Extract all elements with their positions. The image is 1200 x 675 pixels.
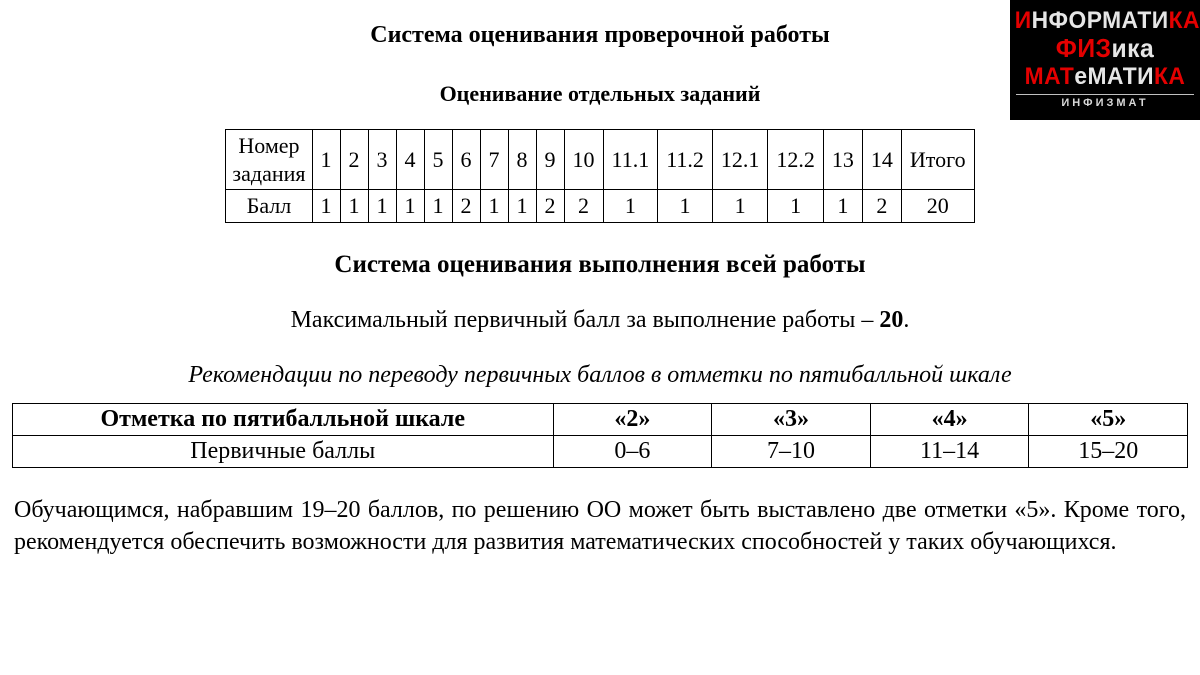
task-total-score: 20 [901, 190, 974, 223]
grade-range: 7–10 [712, 435, 871, 467]
task-num: 3 [368, 130, 396, 190]
table-row: Балл 1 1 1 1 1 2 1 1 2 2 1 1 1 1 1 2 20 [226, 190, 974, 223]
task-num: 10 [564, 130, 603, 190]
logo-row-matematika: МАТеМАТИКА [1015, 64, 1196, 89]
max-prefix: Максимальный первичный балл за выполнени… [291, 307, 880, 333]
task-num: 6 [452, 130, 480, 190]
task-num: 13 [823, 130, 862, 190]
logo-bottom-text: ИНФИЗМАТ [1010, 97, 1200, 109]
task-score: 1 [768, 190, 824, 223]
task-score: 1 [712, 190, 768, 223]
task-score: 1 [658, 190, 713, 223]
task-num: 7 [480, 130, 508, 190]
task-num: 11.1 [603, 130, 658, 190]
logo-badge: ИНФОРМАТИКА ФИЗика МАТеМАТИКА ИНФИЗМАТ [1010, 0, 1200, 120]
task-num: 4 [396, 130, 424, 190]
task-score: 1 [508, 190, 536, 223]
row-label-score: Балл [226, 190, 312, 223]
task-score: 1 [480, 190, 508, 223]
grade-header: «3» [712, 403, 871, 435]
tasks-scores-table: Номерзадания 1 2 3 4 5 6 7 8 9 10 11.1 1… [225, 129, 974, 223]
task-score: 1 [312, 190, 340, 223]
task-score: 2 [862, 190, 901, 223]
grade-range: 15–20 [1029, 435, 1188, 467]
task-num: 12.1 [712, 130, 768, 190]
task-num: 11.2 [658, 130, 713, 190]
row-label-task-number: Номерзадания [226, 130, 312, 190]
task-score: 1 [368, 190, 396, 223]
task-num: 14 [862, 130, 901, 190]
grade-header-label: Отметка по пятибалльной шкале [13, 403, 554, 435]
grade-range: 0–6 [553, 435, 712, 467]
task-score: 2 [452, 190, 480, 223]
task-num: 5 [424, 130, 452, 190]
heading-sub2: Система оценивания выполнения всей работ… [12, 251, 1188, 279]
note-paragraph: Обучающимся, набравшим 19–20 баллов, по … [12, 494, 1188, 559]
task-num: 8 [508, 130, 536, 190]
task-num: 9 [536, 130, 564, 190]
task-score: 2 [536, 190, 564, 223]
logo-row-informatika: ИНФОРМАТИКА [1015, 8, 1196, 33]
grade-header: «4» [870, 403, 1029, 435]
grade-row-label: Первичные баллы [13, 435, 554, 467]
task-score: 1 [603, 190, 658, 223]
task-total-label: Итого [901, 130, 974, 190]
grade-range: 11–14 [870, 435, 1029, 467]
task-num: 1 [312, 130, 340, 190]
grade-header: «2» [553, 403, 712, 435]
task-score: 1 [823, 190, 862, 223]
task-score: 1 [396, 190, 424, 223]
max-score-line: Максимальный первичный балл за выполнени… [12, 307, 1188, 334]
task-score: 2 [564, 190, 603, 223]
logo-row-fizika: ФИЗика [1015, 35, 1196, 62]
grade-conversion-table: Отметка по пятибалльной шкале «2» «3» «4… [12, 403, 1188, 468]
table-row: Первичные баллы 0–6 7–10 11–14 15–20 [13, 435, 1188, 467]
grade-header: «5» [1029, 403, 1188, 435]
table-row: Номерзадания 1 2 3 4 5 6 7 8 9 10 11.1 1… [226, 130, 974, 190]
task-num: 2 [340, 130, 368, 190]
max-suffix: . [903, 307, 909, 333]
max-value: 20 [879, 307, 903, 333]
task-score: 1 [340, 190, 368, 223]
table-row: Отметка по пятибалльной шкале «2» «3» «4… [13, 403, 1188, 435]
task-num: 12.2 [768, 130, 824, 190]
recommendation-heading: Рекомендации по переводу первичных балло… [12, 362, 1188, 389]
logo-divider [1016, 94, 1194, 95]
task-score: 1 [424, 190, 452, 223]
